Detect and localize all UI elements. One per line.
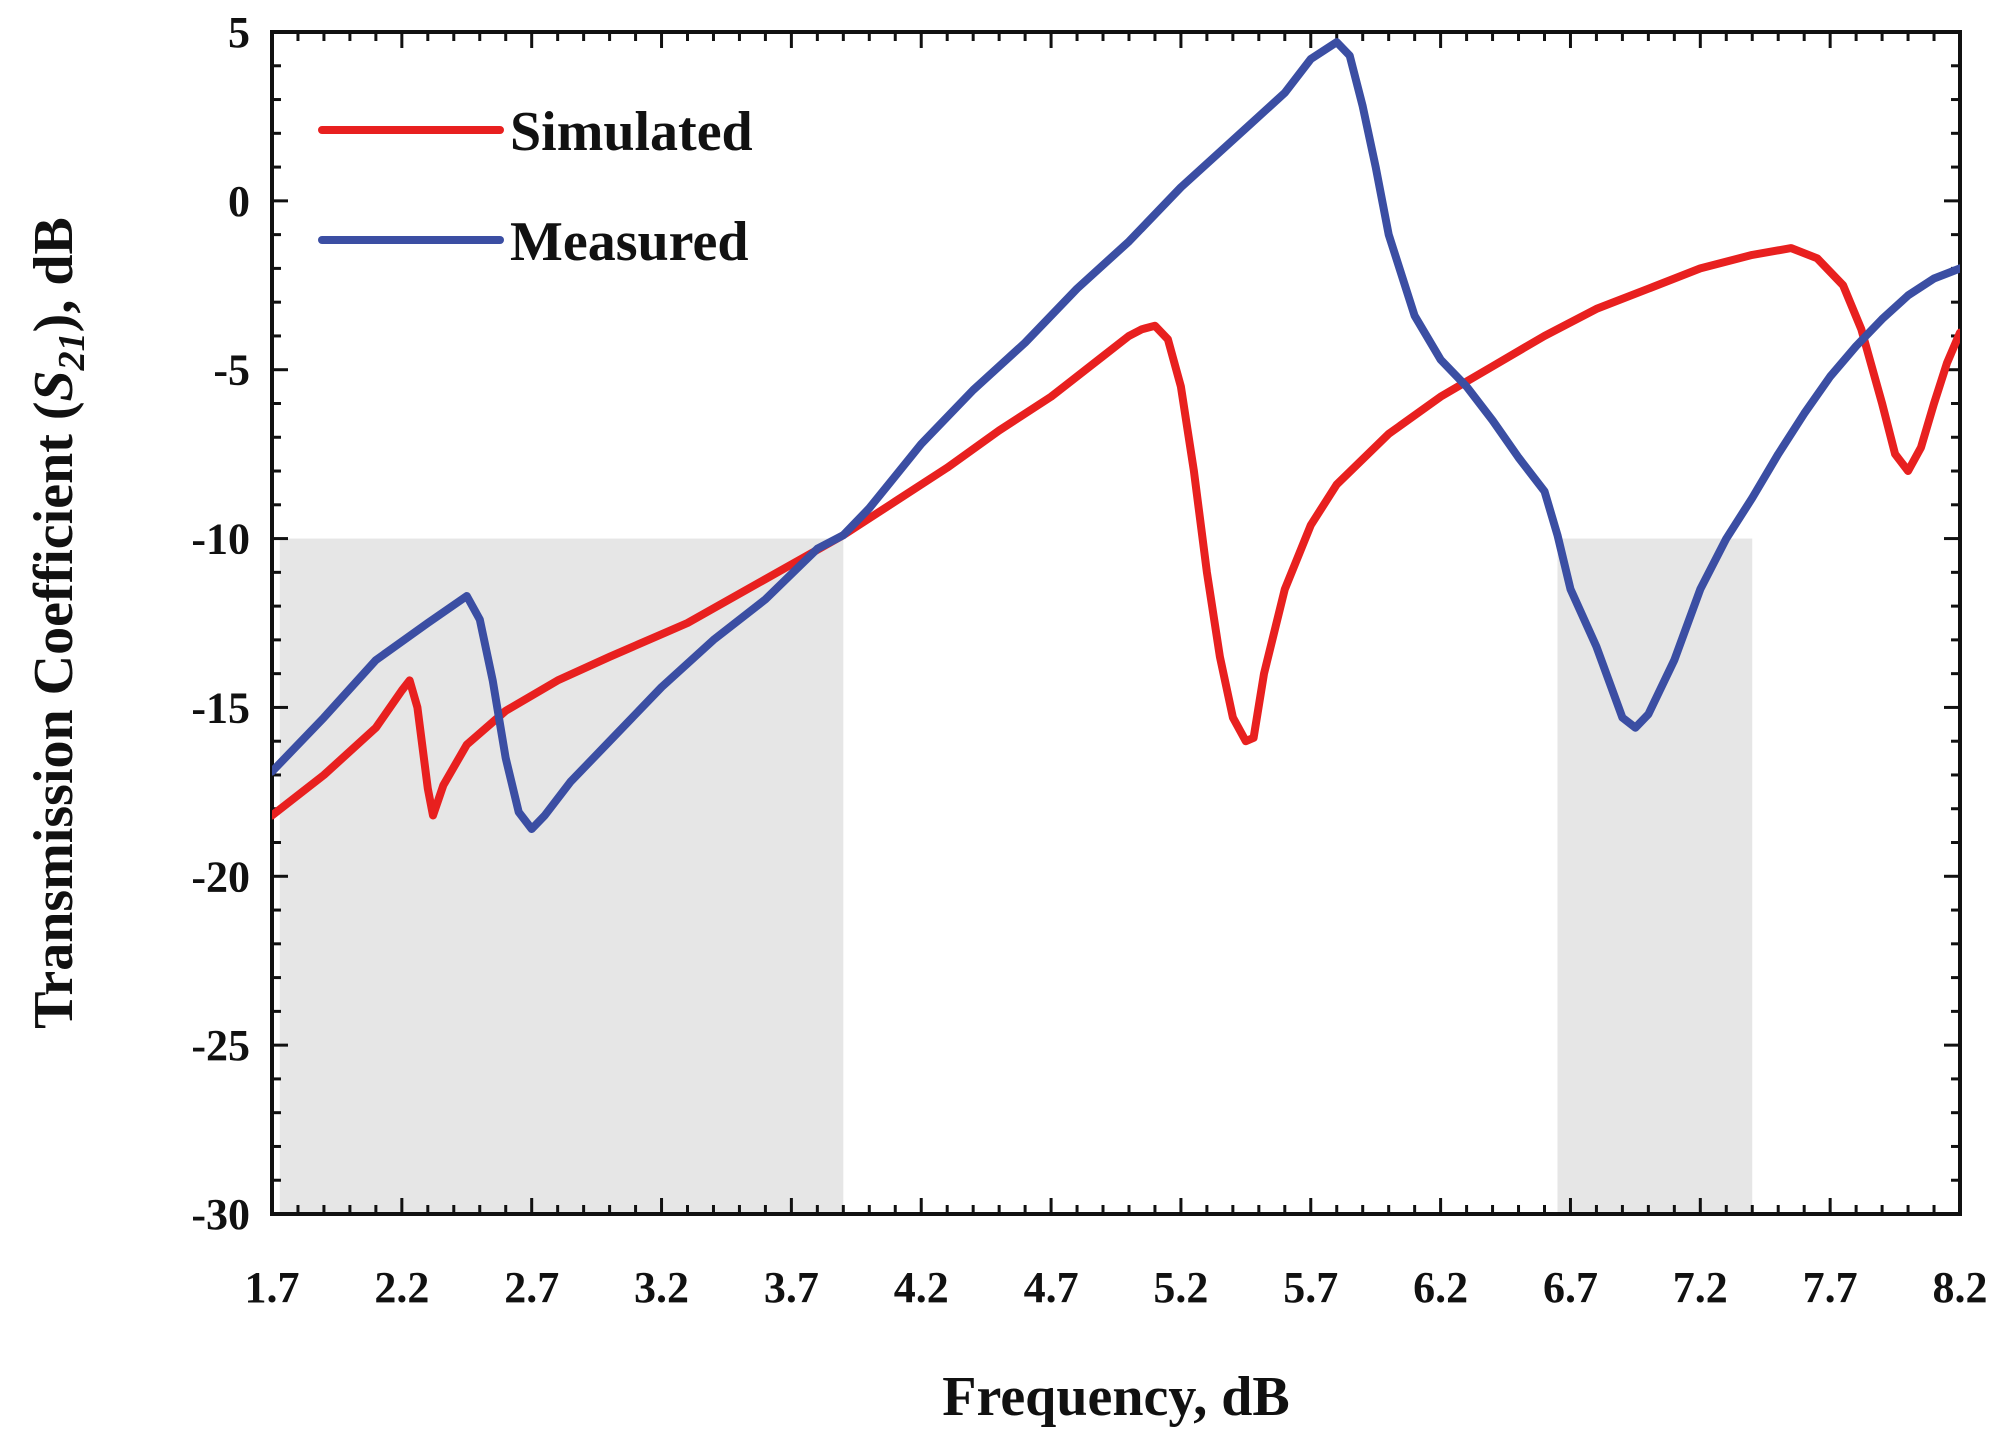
x-tick-label: 4.2 xyxy=(894,1263,949,1312)
x-tick-label: 6.2 xyxy=(1413,1263,1468,1312)
legend: Simulated Measured xyxy=(318,101,753,273)
y-axis-title-suffix: ), dB xyxy=(23,217,85,332)
x-tick-label: 1.7 xyxy=(245,1263,300,1312)
plot-frame xyxy=(270,30,1962,1216)
shaded-bands xyxy=(279,538,1753,1214)
legend-label-simulated: Simulated xyxy=(510,101,753,163)
legend-label-measured: Measured xyxy=(510,211,749,273)
x-tick-labels: 1.7 2.2 2.7 3.2 3.7 4.2 4.7 5.2 5.7 6.2 6.7 7.2 7.7 8… xyxy=(245,1263,1988,1312)
y-tick-label: 5 xyxy=(228,8,250,57)
data-series xyxy=(272,38,1960,833)
x-tick-label: 5.2 xyxy=(1153,1263,1208,1312)
y-tick-label: 0 xyxy=(228,177,250,226)
x-tick-label: 2.7 xyxy=(504,1263,559,1312)
x-tick-label: 3.7 xyxy=(764,1263,819,1312)
y-axis-title-subscript: 21 xyxy=(51,332,93,371)
y-tick-label: -15 xyxy=(191,683,250,732)
series-line-measured xyxy=(272,38,1960,833)
series-line-simulated xyxy=(272,244,1960,820)
x-tick-label: 3.2 xyxy=(634,1263,689,1312)
y-tick-label: -20 xyxy=(191,852,250,901)
x-axis-title: Frequency, dB xyxy=(942,1366,1289,1428)
x-tick-label: 7.2 xyxy=(1673,1263,1728,1312)
x-tick-label: 7.7 xyxy=(1803,1263,1858,1312)
y-axis-title-prefix: Transmission Coefficient ( xyxy=(23,401,85,1028)
y-tick-label: -30 xyxy=(191,1190,250,1239)
x-tick-label: 8.2 xyxy=(1933,1263,1988,1312)
x-tick-label: 6.7 xyxy=(1543,1263,1598,1312)
y-tick-labels: 5 0 -5 -10 -15 -20 -25 -30 xyxy=(191,8,250,1239)
shaded-band-2 xyxy=(1557,538,1753,1214)
y-tick-label: -25 xyxy=(191,1021,250,1070)
x-tick-label: 4.7 xyxy=(1024,1263,1079,1312)
x-tick-label: 5.7 xyxy=(1283,1263,1338,1312)
y-tick-label: -5 xyxy=(213,346,250,395)
x-tick-label: 2.2 xyxy=(374,1263,429,1312)
y-axis-title: Transmission Coefficient (S21), dB xyxy=(23,217,93,1029)
y-tick-label: -10 xyxy=(191,515,250,564)
shaded-band-1 xyxy=(279,538,844,1214)
y-axis-title-symbol: S xyxy=(23,370,85,401)
